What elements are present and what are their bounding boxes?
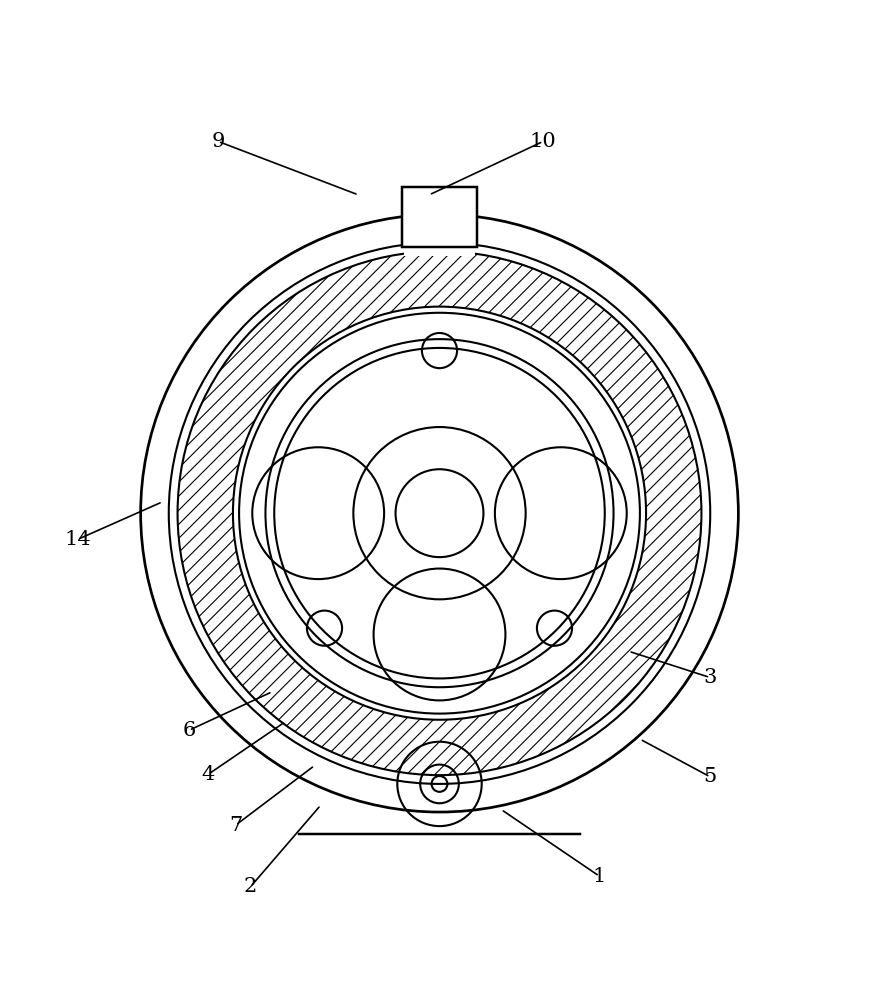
- Text: 7: 7: [228, 816, 242, 835]
- Text: 10: 10: [529, 132, 556, 151]
- Text: 14: 14: [64, 530, 90, 549]
- Bar: [402, 187, 476, 247]
- Bar: [404, 220, 474, 256]
- Text: 2: 2: [243, 877, 257, 896]
- Text: 9: 9: [211, 132, 225, 151]
- Text: 6: 6: [182, 721, 196, 740]
- Text: 4: 4: [201, 765, 215, 784]
- Text: 3: 3: [702, 668, 716, 687]
- Text: 5: 5: [702, 767, 716, 786]
- Text: 1: 1: [592, 867, 606, 886]
